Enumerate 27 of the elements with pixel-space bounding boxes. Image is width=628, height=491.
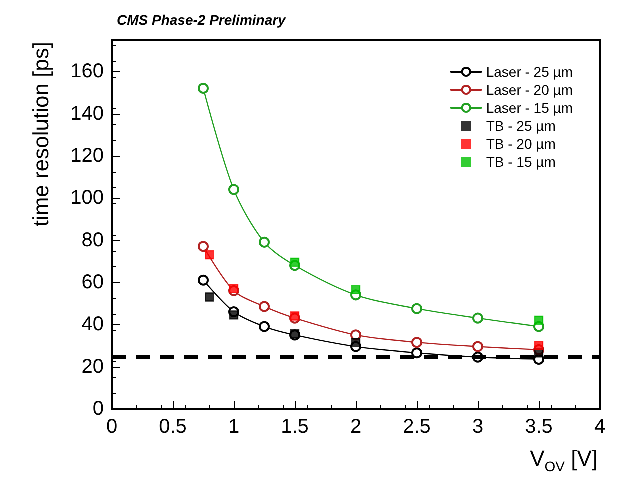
x-tick-label: 2 bbox=[350, 416, 362, 438]
legend-label: TB - 20 µm bbox=[486, 136, 556, 152]
x-tick-label: 2.5 bbox=[403, 416, 431, 438]
legend-label: TB - 15 µm bbox=[486, 154, 556, 170]
y-tick-label: 140 bbox=[70, 102, 104, 125]
y-axis-title: time resolution [ps] bbox=[28, 42, 54, 227]
y-tick-label: 60 bbox=[82, 271, 104, 294]
legend-label: Laser - 15 µm bbox=[486, 100, 574, 116]
legend-label: Laser - 25 µm bbox=[486, 64, 574, 80]
x-tick-label: 3 bbox=[472, 416, 484, 438]
x-tick-label: 1.5 bbox=[281, 416, 309, 438]
y-tick-label: 100 bbox=[70, 187, 104, 210]
x-axis-title: V$_{OV}$ [V] bbox=[530, 446, 598, 474]
y-tick-label: 20 bbox=[82, 356, 104, 378]
legend-label: TB - 25 µm bbox=[486, 118, 556, 134]
x-tick-label: 0 bbox=[106, 416, 118, 438]
y-tick-label: 80 bbox=[82, 229, 104, 252]
legend-label: Laser - 20 µm bbox=[486, 82, 574, 98]
x-tick-label: 3.5 bbox=[525, 416, 553, 438]
chart-title: CMS Phase-2 Preliminary bbox=[117, 12, 288, 28]
x-tick-label: 4 bbox=[594, 416, 606, 438]
y-tick-label: 40 bbox=[82, 314, 104, 336]
y-tick-label: 120 bbox=[70, 144, 104, 167]
y-tick-label: 160 bbox=[70, 60, 104, 83]
y-tick-label: 0 bbox=[92, 398, 104, 420]
x-tick-label: 1 bbox=[228, 416, 240, 438]
x-tick-label: 0.5 bbox=[159, 416, 187, 438]
